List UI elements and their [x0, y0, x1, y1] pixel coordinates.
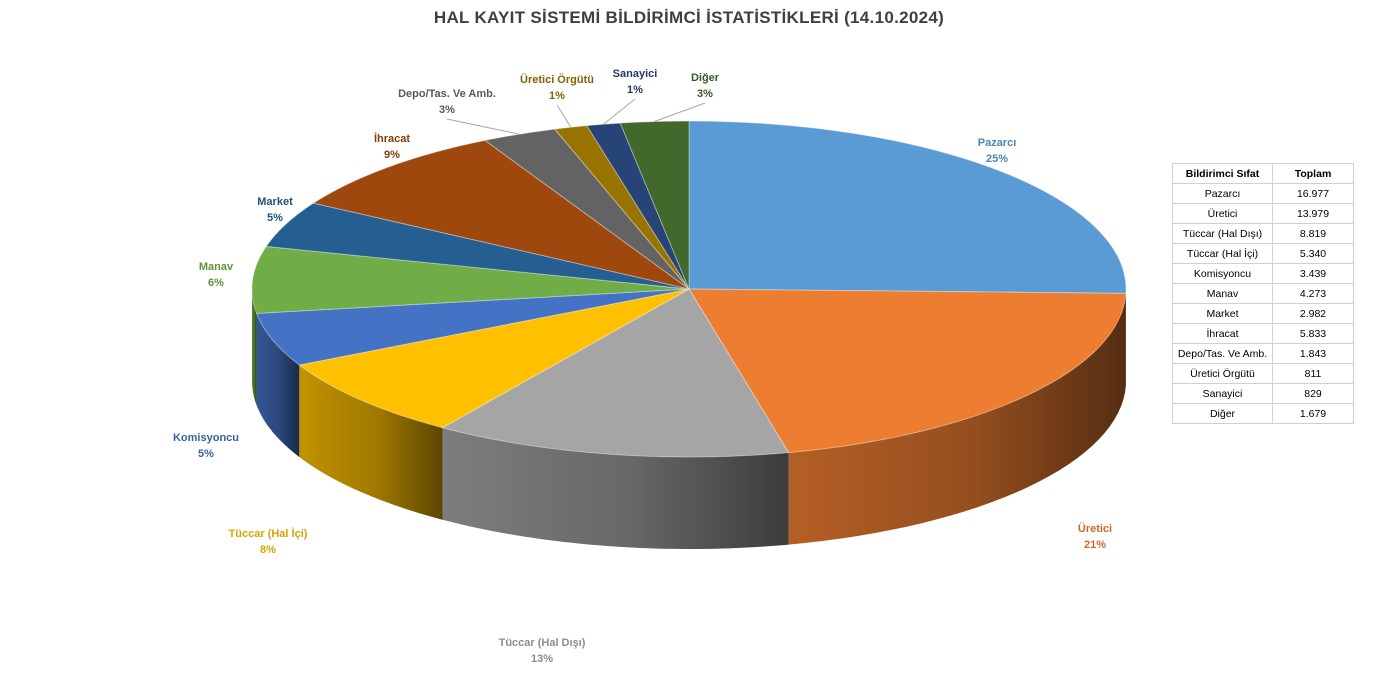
- table-header-total: Toplam: [1272, 163, 1354, 184]
- pie-slice-6: [265, 202, 690, 290]
- table-cell-total: 2.982: [1272, 303, 1354, 324]
- table-row: Üretici Örgütü 811: [1172, 363, 1354, 384]
- leader-line-8: [446, 118, 520, 135]
- table-row: Pazarcı 16.977: [1172, 183, 1354, 204]
- table-cell-name: Sanayici: [1172, 383, 1273, 404]
- pie-slice-0: [688, 120, 1127, 294]
- table-row: Sanayici 829: [1172, 383, 1354, 404]
- slice-label-name: Pazarcı: [978, 137, 1017, 149]
- slice-label-percent: 5%: [267, 212, 283, 224]
- table-cell-name: Tüccar (Hal Dışı): [1172, 223, 1273, 244]
- slice-label-name: Market: [257, 196, 293, 208]
- table-header-name: Bildirimci Sıfat: [1172, 163, 1273, 184]
- pie-side-3: [299, 364, 443, 520]
- pie-side-4: [256, 313, 300, 457]
- table-cell-total: 3.439: [1272, 263, 1354, 284]
- table-cell-name: Tüccar (Hal İçi): [1172, 243, 1273, 264]
- pie-slice-5: [251, 245, 690, 314]
- slice-label-percent: 1%: [627, 84, 643, 96]
- slice-label-percent: 1%: [549, 90, 565, 102]
- table-cell-total: 811: [1272, 363, 1354, 384]
- slice-label-percent: 3%: [697, 88, 713, 100]
- table-row: Tüccar (Hal Dışı) 8.819: [1172, 223, 1354, 244]
- table-cell-total: 16.977: [1272, 183, 1354, 204]
- leader-line-10: [603, 98, 636, 125]
- chart-title: HAL KAYIT SİSTEMİ BİLDİRİMCİ İSTATİSTİKL…: [433, 8, 945, 27]
- table-cell-name: Depo/Tas. Ve Amb.: [1172, 343, 1273, 364]
- table-cell-total: 5.340: [1272, 243, 1354, 264]
- data-table: Bildirimci Sıfat Toplam Pazarcı 16.977 Ür…: [1172, 163, 1354, 424]
- table-cell-name: Manav: [1172, 283, 1273, 304]
- pie-slice-3: [298, 288, 690, 429]
- table-cell-total: 4.273: [1272, 283, 1354, 304]
- table-cell-total: 829: [1272, 383, 1354, 404]
- slice-label-name: Depo/Tas. Ve Amb.: [398, 88, 496, 100]
- table-row: Komisyoncu 3.439: [1172, 263, 1354, 284]
- table-cell-name: İhracat: [1172, 323, 1273, 344]
- table-cell-total: 1.843: [1272, 343, 1354, 364]
- slice-label-name: Tüccar (Hal Dışı): [499, 637, 586, 649]
- table-row: İhracat 5.833: [1172, 323, 1354, 344]
- pie-slice-7: [312, 139, 690, 290]
- slice-label-name: Üretici: [1078, 522, 1112, 535]
- pie-side-2: [442, 427, 789, 549]
- table-row: Tüccar (Hal İçi) 5.340: [1172, 243, 1354, 264]
- table-cell-total: 5.833: [1272, 323, 1354, 344]
- pie-slice-2: [441, 288, 790, 458]
- table-cell-name: Diğer: [1172, 403, 1273, 424]
- slice-label-percent: 6%: [208, 277, 224, 289]
- slice-label-percent: 25%: [986, 153, 1008, 165]
- table-row: Manav 4.273: [1172, 283, 1354, 304]
- table-header-row: Bildirimci Sıfat Toplam: [1172, 163, 1354, 184]
- table-cell-name: Pazarcı: [1172, 183, 1273, 204]
- table-cell-name: Üretici Örgütü: [1172, 363, 1273, 384]
- table-row: Diğer 1.679: [1172, 403, 1354, 424]
- slice-label-name: Tüccar (Hal İçi): [229, 527, 308, 540]
- pie-slice-8: [483, 128, 690, 290]
- table-row: Depo/Tas. Ve Amb. 1.843: [1172, 343, 1354, 364]
- table-cell-total: 8.819: [1272, 223, 1354, 244]
- leader-line-9: [556, 104, 572, 128]
- slice-label-name: Üretici Örgütü: [520, 73, 594, 86]
- table-row: Market 2.982: [1172, 303, 1354, 324]
- table-cell-name: Market: [1172, 303, 1273, 324]
- slice-label-percent: 5%: [198, 448, 214, 460]
- pie-slice-4: [255, 288, 690, 366]
- slice-label-name: İhracat: [374, 132, 410, 145]
- table-cell-name: Komisyoncu: [1172, 263, 1273, 284]
- table-cell-total: 13.979: [1272, 203, 1354, 224]
- slice-label-name: Diğer: [691, 72, 720, 84]
- pie-side-5: [252, 289, 257, 406]
- slice-label-name: Sanayici: [613, 68, 658, 80]
- pie-side-1: [788, 293, 1126, 545]
- slice-label-percent: 8%: [260, 544, 276, 556]
- table-cell-name: Üretici: [1172, 203, 1273, 224]
- slice-label-percent: 13%: [531, 653, 553, 665]
- table-cell-total: 1.679: [1272, 403, 1354, 424]
- table-row: Üretici 13.979: [1172, 203, 1354, 224]
- slice-label-percent: 3%: [439, 104, 455, 116]
- slice-label-name: Komisyoncu: [173, 432, 239, 444]
- slice-label-percent: 9%: [384, 149, 400, 161]
- slice-label-percent: 21%: [1084, 539, 1106, 551]
- slice-label-name: Manav: [199, 261, 234, 273]
- leader-line-11: [654, 102, 706, 122]
- pie-slice-1: [688, 288, 1127, 454]
